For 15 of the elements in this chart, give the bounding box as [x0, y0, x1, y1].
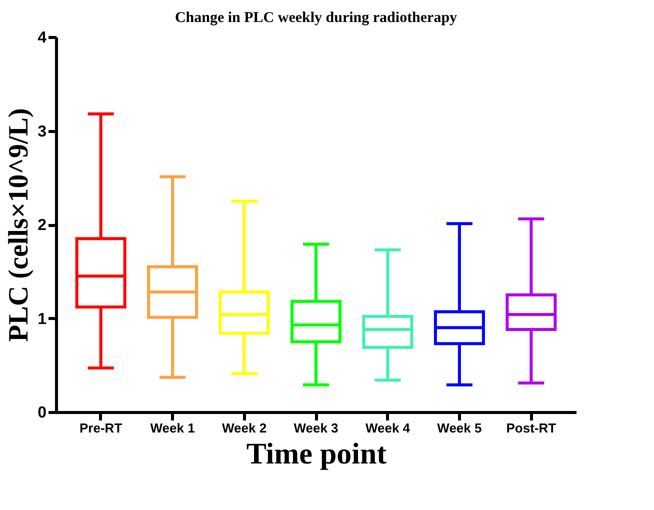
y-tick-label: 4	[38, 30, 47, 46]
y-tick-label: 0	[38, 404, 47, 422]
x-tick-label: Post-RT	[506, 420, 556, 436]
x-tick-label: Week 1	[150, 420, 195, 436]
x-tick-label: Week 5	[437, 420, 482, 436]
x-axis-title: Time point	[246, 438, 387, 470]
x-tick-label: Week 3	[294, 420, 338, 436]
x-tick-label: Week 4	[365, 420, 411, 436]
x-tick-label: Pre-RT	[80, 420, 122, 436]
y-tick-label: 2	[38, 217, 47, 234]
x-tick-label: Week 2	[222, 420, 267, 436]
y-tick-label: 3	[38, 123, 47, 140]
y-tick-label: 1	[38, 310, 47, 328]
y-axis-title: PLC (cells×10^9/L)	[4, 108, 35, 342]
chart-title: Change in PLC weekly during radiotherapy	[174, 10, 458, 26]
